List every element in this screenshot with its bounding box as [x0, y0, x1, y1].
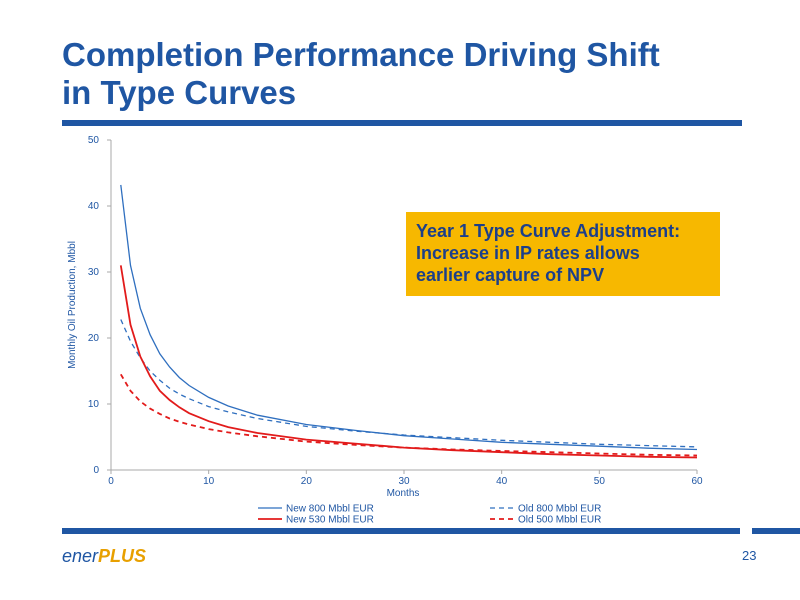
- slide-title: Completion Performance Driving Shift in …: [62, 36, 762, 112]
- y-tick-label: 50: [88, 135, 100, 146]
- y-tick-label: 20: [88, 333, 100, 344]
- x-tick-label: 50: [594, 476, 606, 487]
- x-tick-label: 60: [691, 476, 703, 487]
- series-line-new-530-mbbl-eur: [119, 265, 698, 459]
- bottom-divider-bar-right: [752, 528, 800, 534]
- legend-label: Old 500 Mbbl EUR: [518, 515, 601, 526]
- y-tick-label: 30: [88, 267, 100, 278]
- slide-title-line-2: in Type Curves: [62, 74, 297, 111]
- x-tick-label: 40: [496, 476, 508, 487]
- callout-line-2: Increase in IP rates allows: [416, 243, 640, 263]
- logo-plus-text: PLUS: [98, 546, 147, 566]
- top-divider-bar: [62, 120, 742, 126]
- callout-line-3: earlier capture of NPV: [416, 265, 605, 285]
- y-tick-label: 0: [93, 465, 99, 476]
- chart-legend: New 800 Mbbl EUR Old 800 Mbbl EUR New 530 …: [258, 504, 601, 526]
- x-tick-label: 20: [301, 476, 313, 487]
- x-tick-label: 30: [398, 476, 410, 487]
- x-tick-label: 10: [203, 476, 215, 487]
- logo-ener-text: ener: [62, 546, 99, 566]
- x-axis-ticks: 0 10 20 30 40 50 60: [108, 470, 703, 487]
- chart-axes: [110, 140, 697, 471]
- slide-title-line-1: Completion Performance Driving Shift: [62, 36, 660, 73]
- legend-label: New 530 Mbbl EUR: [286, 515, 374, 526]
- enerplus-logo: enerPLUS: [62, 546, 146, 566]
- series-line-old-500-mbbl-eur: [120, 373, 698, 457]
- callout-box: Year 1 Type Curve Adjustment: Increase i…: [406, 212, 720, 296]
- callout-line-1: Year 1 Type Curve Adjustment:: [416, 221, 681, 241]
- y-axis-ticks: 0 10 20 30 40 50: [88, 135, 111, 476]
- series-line-new-800-mbbl-eur: [120, 184, 698, 451]
- legend-label: Old 800 Mbbl EUR: [518, 504, 601, 515]
- chart-series-lines: [119, 184, 698, 459]
- y-tick-label: 10: [88, 399, 100, 410]
- x-tick-label: 0: [108, 476, 114, 487]
- legend-label: New 800 Mbbl EUR: [286, 504, 374, 515]
- y-axis-label: Monthly Oil Production, Mbbl: [67, 241, 78, 369]
- series-line-old-800-mbbl-eur: [120, 319, 698, 448]
- x-axis-label: Months: [387, 488, 420, 499]
- bottom-divider-bar: [62, 528, 740, 534]
- y-tick-label: 40: [88, 201, 100, 212]
- page-number: 23: [742, 548, 757, 563]
